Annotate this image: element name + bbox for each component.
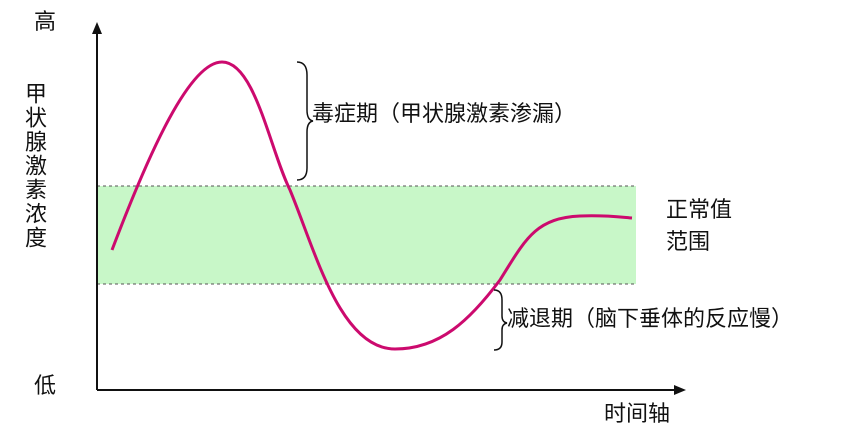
lower-brace [493,289,508,351]
x-arrow [674,385,686,395]
hypo-phase-label: 减退期（脑下垂体的反应慢） [507,307,794,332]
low-label: 低 [34,374,57,399]
normal-range-label: 范围 [666,230,711,255]
upper-brace [296,61,314,181]
high-label: 高 [34,10,57,35]
x-axis-label: 时间轴 [604,402,671,427]
toxic-phase-label: 毒症期（甲状腺激素渗漏） [312,102,577,127]
normal-range-label: 正常值 [666,198,733,223]
normal-band [97,186,636,284]
y-axis-label: 甲状腺激素浓度 [21,82,46,250]
y-arrow [92,22,102,34]
hormone-curve [110,60,633,351]
